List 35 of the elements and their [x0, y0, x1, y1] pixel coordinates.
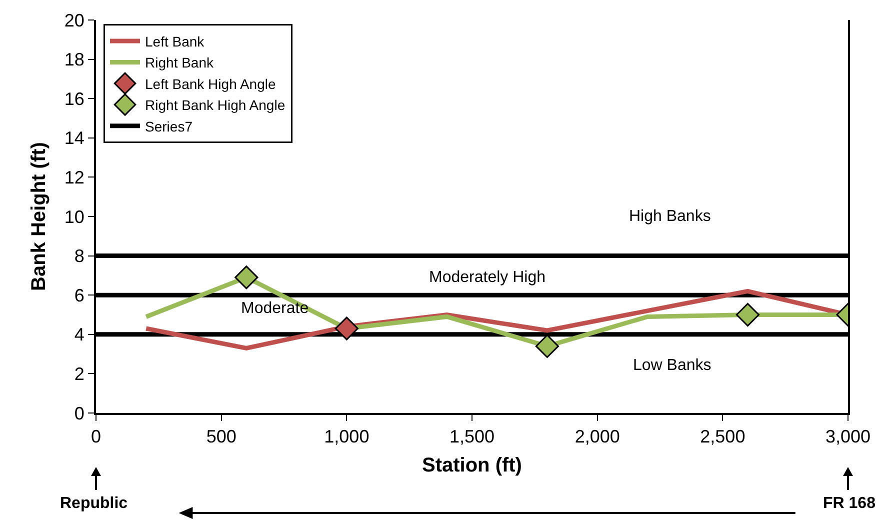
y-tick-label: 6: [74, 285, 84, 306]
x-axis-title: Station (ft): [422, 454, 522, 477]
x-tick-label: 0: [90, 426, 102, 447]
y-tick-label: 0: [74, 403, 84, 424]
y-tick-label: 18: [64, 50, 84, 70]
point: [736, 302, 760, 327]
x-tick-label: 3,000: [825, 426, 871, 447]
annotation: Low Banks: [633, 357, 712, 374]
legend-label: Series7: [145, 118, 193, 134]
y-tick-label: 4: [74, 324, 84, 345]
point: [535, 334, 559, 358]
legend-label: Right Bank: [145, 54, 214, 71]
y-tick-label: 2: [74, 364, 84, 384]
y-tick-label: 20: [64, 10, 84, 30]
annotation: Moderate: [241, 300, 309, 317]
x-tick-label: 1,500: [449, 426, 495, 447]
y-tick-label: 12: [64, 168, 84, 188]
legend-label: Left Bank High Angle: [145, 76, 276, 92]
y-axis-title: Bank Height (ft): [28, 142, 50, 291]
point: [234, 266, 258, 290]
annotation: High Banks: [629, 208, 711, 225]
text: FR 168: [823, 495, 876, 512]
x-tick-label: 2,500: [700, 426, 746, 447]
y-tick-label: 14: [64, 128, 84, 148]
y-tick-label: 10: [64, 206, 84, 227]
legend-label: Left Bank: [145, 33, 206, 50]
text: Republic: [60, 495, 128, 512]
x-tick-label: 1,000: [324, 426, 370, 447]
point: [334, 316, 358, 340]
x-tick-label: 500: [206, 426, 236, 447]
y-tick-label: 8: [74, 246, 84, 266]
annotation: Moderately High: [429, 269, 546, 286]
y-tick-label: 16: [64, 88, 84, 109]
x-tick-label: 2,000: [574, 426, 620, 447]
legend-label: Right Bank High Angle: [145, 97, 286, 114]
